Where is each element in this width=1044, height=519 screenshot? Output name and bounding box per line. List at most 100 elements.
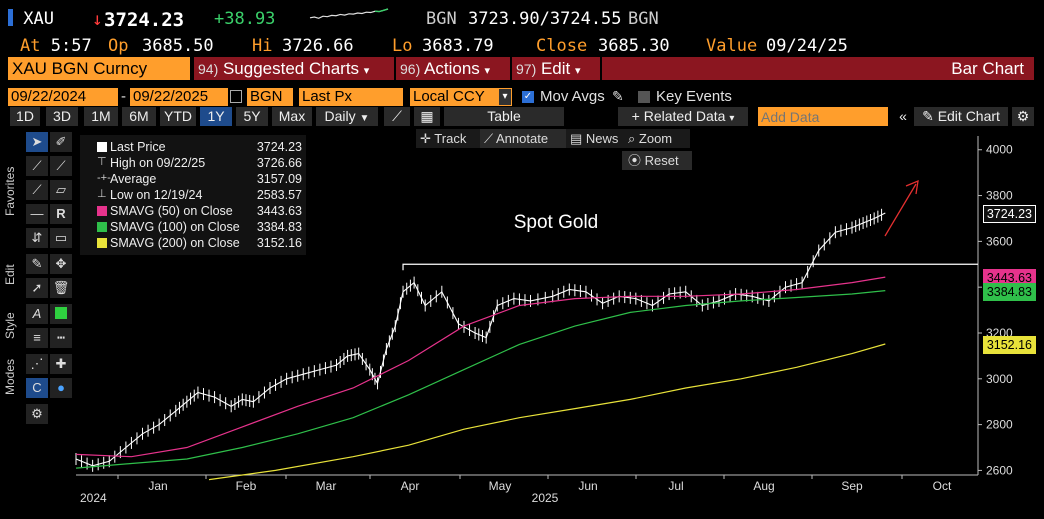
legend-square-icon bbox=[97, 142, 107, 152]
range-5y[interactable]: 5Y bbox=[236, 107, 268, 126]
table-button[interactable]: Table bbox=[444, 107, 564, 126]
reset-icon: ⦿ bbox=[628, 153, 642, 168]
legend-row[interactable]: Last Price 3724.23 bbox=[80, 139, 306, 155]
move-tool[interactable]: ✥ bbox=[50, 254, 72, 274]
edit-chart-button[interactable]: ✎ Edit Chart bbox=[914, 107, 1008, 126]
edit-menu[interactable]: 97) Edit ▾ bbox=[512, 57, 600, 80]
related-data-menu[interactable]: + Related Data ▾ bbox=[618, 107, 748, 126]
end-date-field[interactable]: 09/22/2025 bbox=[130, 88, 228, 106]
add-data-input[interactable] bbox=[758, 107, 888, 126]
sparkline-recent bbox=[374, 8, 389, 13]
style-tab[interactable]: Style bbox=[3, 312, 17, 340]
mov-avgs-label[interactable]: Mov Avgs bbox=[540, 88, 605, 105]
y-tick-label: 2800 bbox=[986, 418, 1013, 432]
trend-line-tool[interactable]: ⟋ bbox=[26, 156, 48, 176]
open-label: Op bbox=[108, 36, 129, 56]
cursor-tool[interactable]: ➤ bbox=[26, 132, 48, 152]
sparkline-line bbox=[309, 8, 389, 19]
dotted-line-icon: ⋰ bbox=[30, 356, 44, 371]
curve-icon: C bbox=[32, 380, 42, 395]
range-1y[interactable]: 1Y bbox=[200, 107, 232, 126]
ray-tool[interactable]: ⟋ bbox=[50, 156, 72, 176]
currency-dropdown-icon[interactable]: ▾ bbox=[499, 89, 511, 105]
range-max[interactable]: Max bbox=[272, 107, 312, 126]
legend-row[interactable]: SMAVG (200) on Close 3152.16 bbox=[80, 235, 306, 251]
annotate-icon: ⟋ bbox=[484, 131, 494, 146]
font-tool[interactable]: A bbox=[26, 304, 48, 324]
crosshair-tool[interactable]: ✚ bbox=[50, 354, 72, 374]
brush-tool[interactable]: ✎ bbox=[26, 254, 48, 274]
start-date-field[interactable]: 09/22/2024 bbox=[8, 88, 118, 106]
range-3d[interactable]: 3D bbox=[46, 107, 78, 126]
track-button[interactable]: ✛ Track bbox=[416, 129, 482, 148]
line-style-tool[interactable]: ┅ bbox=[50, 328, 72, 348]
suggested-charts-menu[interactable]: 94) Suggested Charts ▾ bbox=[194, 57, 394, 80]
delete-tool[interactable]: 🗑 bbox=[50, 278, 72, 298]
measure-tool[interactable]: ⋰ bbox=[26, 354, 48, 374]
legend-row[interactable]: SMAVG (100) on Close 3384.83 bbox=[80, 219, 306, 235]
legend-value: 3384.83 bbox=[256, 220, 302, 234]
text-tool[interactable]: R bbox=[50, 204, 72, 224]
fib-tool[interactable]: ⇵ bbox=[26, 228, 48, 248]
calendar-icon[interactable] bbox=[230, 90, 242, 103]
source-field[interactable]: BGN bbox=[247, 88, 293, 106]
color-tool[interactable] bbox=[50, 304, 72, 324]
favorites-tab[interactable]: Favorites bbox=[3, 166, 17, 216]
rectangle-icon: ▭ bbox=[54, 230, 68, 245]
sparkline bbox=[309, 8, 389, 19]
range-6m[interactable]: 6M bbox=[122, 107, 156, 126]
line-draw-tool[interactable]: ✐ bbox=[50, 132, 72, 152]
trash-icon: 🗑 bbox=[52, 280, 70, 295]
table-chart-toggle[interactable]: ▦ bbox=[414, 107, 440, 126]
legend-row[interactable]: -+- Average 3157.09 bbox=[80, 171, 306, 187]
legend-name: Last Price bbox=[110, 140, 166, 154]
mode-a-tool[interactable]: C bbox=[26, 378, 48, 398]
security-field[interactable]: XAU BGN Curncy bbox=[8, 57, 190, 80]
bid-source: BGN bbox=[426, 9, 457, 29]
key-events-label[interactable]: Key Events bbox=[656, 88, 732, 105]
zoom-button[interactable]: ⌕ Zoom bbox=[624, 129, 690, 148]
range-ytd[interactable]: YTD bbox=[160, 107, 196, 126]
magnifier-icon: ⌕ bbox=[628, 131, 636, 146]
settings-button[interactable]: ⚙ bbox=[1012, 107, 1034, 126]
legend-row[interactable]: SMAVG (50) on Close 3443.63 bbox=[80, 203, 306, 219]
key-events-checkbox[interactable] bbox=[638, 91, 650, 103]
table-grid-icon: ▦ bbox=[420, 108, 434, 124]
edit-tab[interactable]: Edit bbox=[3, 264, 17, 286]
reset-button[interactable]: ⦿ Reset bbox=[622, 151, 692, 170]
resistance-line bbox=[402, 263, 978, 271]
actions-menu[interactable]: 96) Actions ▾ bbox=[396, 57, 510, 80]
color-swatch-icon bbox=[55, 307, 67, 319]
mode-b-tool[interactable]: ● bbox=[50, 378, 72, 398]
mov-avgs-checkbox[interactable]: ✓ bbox=[522, 91, 534, 103]
collapse-button[interactable]: « bbox=[894, 107, 912, 126]
pointer-tool[interactable]: ➚ bbox=[26, 278, 48, 298]
fibonacci-icon: ⇵ bbox=[31, 230, 43, 245]
chart-type-label: Bar Chart bbox=[951, 59, 1024, 78]
rectangle-tool[interactable]: ▭ bbox=[50, 228, 72, 248]
line-chart-icon: ⟋ bbox=[392, 108, 402, 124]
crosshair-icon: ✛ bbox=[420, 131, 431, 146]
down-arrow-icon: ↓ bbox=[92, 9, 103, 30]
currency-select[interactable]: Local CCY bbox=[410, 88, 512, 106]
channel-icon: ▱ bbox=[56, 182, 66, 197]
channel-tool[interactable]: ▱ bbox=[50, 180, 72, 200]
segment-tool[interactable]: ⟋ bbox=[26, 180, 48, 200]
modes-tab[interactable]: Modes bbox=[3, 358, 17, 396]
annotate-button[interactable]: ⟋ Annotate bbox=[480, 129, 566, 148]
x-tick-label: Jul bbox=[668, 479, 683, 493]
palette-settings[interactable]: ⚙ bbox=[26, 404, 48, 424]
range-1m[interactable]: 1M bbox=[84, 107, 118, 126]
x-tick-label: May bbox=[489, 479, 512, 493]
news-button[interactable]: ▤ News bbox=[566, 129, 624, 148]
pencil-icon[interactable]: ✎ bbox=[612, 88, 624, 104]
legend-row[interactable]: ⊥ Low on 12/19/24 2583.57 bbox=[80, 187, 306, 203]
field-select[interactable]: Last Px bbox=[299, 88, 403, 106]
line-weight-tool[interactable]: ≡ bbox=[26, 328, 48, 348]
line-chart-toggle[interactable]: ⟋ bbox=[384, 107, 410, 126]
range-1d[interactable]: 1D bbox=[10, 107, 40, 126]
legend-row[interactable]: ⊤ High on 09/22/25 3726.66 bbox=[80, 155, 306, 171]
frequency-select[interactable]: Daily ▼ bbox=[316, 107, 378, 126]
x-tick-label: Oct bbox=[933, 479, 952, 493]
horizontal-line-tool[interactable]: — bbox=[26, 204, 48, 224]
